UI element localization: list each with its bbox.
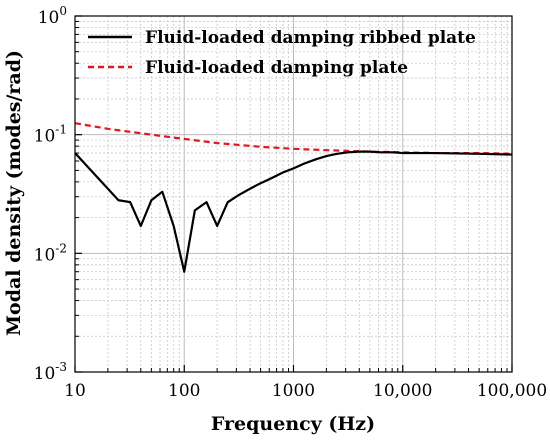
y-tick-label: 100 — [38, 4, 67, 28]
y-tick-label: 10-1 — [34, 123, 67, 147]
tick-labels: 10 100 1000 10,000 100,000 10-3 10-2 10-1 100 — [34, 4, 548, 401]
legend: Fluid-loaded damping ribbed plate Fluid-l… — [88, 28, 476, 78]
x-tick-label: 100,000 — [477, 381, 547, 401]
x-axis-title: Frequency (Hz) — [211, 413, 375, 435]
legend-label-1: Fluid-loaded damping ribbed plate — [145, 28, 476, 48]
x-tick-label: 1000 — [272, 381, 315, 401]
series-layer — [74, 122, 513, 273]
gridlines — [75, 16, 512, 372]
y-tick-label: 10-2 — [34, 241, 67, 265]
y-axis-title: Modal density (modes/rad) — [3, 50, 25, 336]
legend-label-2: Fluid-loaded damping plate — [145, 58, 408, 78]
y-tick-label: 10-3 — [34, 360, 67, 384]
x-tick-label: 100 — [168, 381, 200, 401]
x-tick-label: 10 — [64, 381, 86, 401]
x-tick-label: 10,000 — [373, 381, 432, 401]
axis-ticks — [74, 15, 513, 373]
series-line-1 — [74, 150, 513, 273]
